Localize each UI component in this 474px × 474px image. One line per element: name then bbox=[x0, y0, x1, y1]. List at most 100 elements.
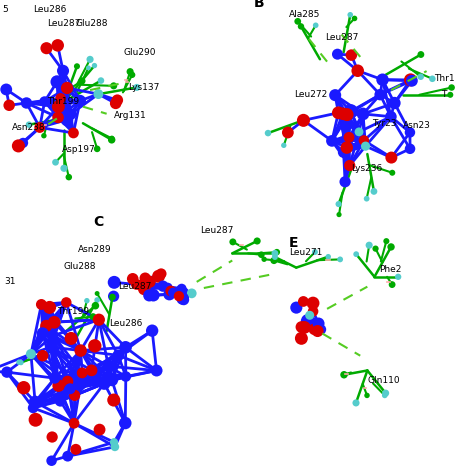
Point bbox=[110, 82, 118, 90]
Point bbox=[447, 91, 454, 99]
Point bbox=[122, 373, 129, 380]
Point bbox=[91, 62, 98, 69]
Point bbox=[108, 135, 116, 142]
Point bbox=[56, 397, 64, 405]
Text: Asn23: Asn23 bbox=[403, 121, 431, 130]
Point bbox=[359, 110, 367, 118]
Point bbox=[2, 86, 10, 93]
Text: Thr1: Thr1 bbox=[434, 73, 455, 82]
Point bbox=[408, 77, 416, 84]
Point bbox=[355, 128, 363, 136]
Point bbox=[72, 446, 80, 453]
Text: 5: 5 bbox=[2, 5, 8, 14]
Point bbox=[324, 253, 332, 261]
Point bbox=[264, 129, 272, 137]
Point bbox=[114, 96, 121, 104]
Point bbox=[115, 352, 122, 359]
Point bbox=[78, 369, 86, 377]
Point bbox=[343, 111, 351, 118]
Point bbox=[48, 457, 55, 465]
Point bbox=[143, 282, 151, 290]
Point bbox=[341, 178, 349, 186]
Point bbox=[179, 295, 186, 302]
Point bbox=[60, 164, 68, 172]
Point bbox=[347, 108, 355, 115]
Point bbox=[77, 347, 84, 355]
Point bbox=[57, 94, 64, 102]
Point bbox=[362, 142, 369, 150]
Point bbox=[47, 343, 55, 351]
Point bbox=[175, 292, 182, 300]
Point bbox=[346, 11, 354, 18]
Point bbox=[365, 241, 373, 249]
Point bbox=[59, 67, 67, 74]
Text: Leu286: Leu286 bbox=[33, 5, 66, 14]
Point bbox=[448, 84, 456, 91]
Point bbox=[370, 188, 378, 195]
Point bbox=[29, 404, 37, 412]
Point bbox=[67, 335, 75, 342]
Text: B: B bbox=[254, 0, 264, 10]
Point bbox=[253, 237, 261, 245]
Text: Leu272: Leu272 bbox=[294, 90, 327, 99]
Point bbox=[298, 335, 305, 342]
Point bbox=[165, 291, 173, 298]
Point bbox=[298, 323, 305, 331]
Point bbox=[5, 101, 13, 109]
Point bbox=[64, 452, 72, 460]
Text: Leu271: Leu271 bbox=[289, 248, 322, 257]
Point bbox=[50, 319, 58, 326]
Point bbox=[337, 255, 344, 263]
Point bbox=[417, 73, 425, 81]
Point bbox=[334, 50, 341, 58]
Point bbox=[50, 332, 57, 339]
Point bbox=[25, 121, 33, 128]
Point bbox=[39, 352, 46, 359]
Point bbox=[148, 327, 156, 335]
Text: Leu287: Leu287 bbox=[118, 282, 152, 291]
Point bbox=[71, 392, 79, 399]
Text: Asn238: Asn238 bbox=[12, 123, 46, 132]
Point bbox=[89, 313, 97, 320]
Point bbox=[133, 83, 141, 91]
Point bbox=[273, 248, 281, 256]
Point bbox=[93, 290, 101, 297]
Point bbox=[388, 154, 395, 161]
Point bbox=[141, 274, 149, 282]
Point bbox=[315, 320, 322, 328]
Text: Leu287: Leu287 bbox=[47, 19, 81, 28]
Point bbox=[108, 376, 116, 384]
Text: Lys137: Lys137 bbox=[128, 83, 159, 92]
Point bbox=[310, 326, 318, 333]
Point bbox=[387, 113, 395, 120]
Point bbox=[146, 278, 154, 285]
Text: Thr199: Thr199 bbox=[47, 97, 80, 106]
Point bbox=[52, 158, 59, 166]
Point bbox=[306, 311, 313, 319]
Point bbox=[108, 136, 116, 144]
Point bbox=[311, 248, 319, 256]
Point bbox=[360, 137, 368, 144]
Point bbox=[140, 285, 148, 293]
Point bbox=[129, 275, 137, 283]
Point bbox=[53, 318, 60, 326]
Point bbox=[345, 134, 353, 141]
Text: Arg131: Arg131 bbox=[114, 111, 146, 120]
Point bbox=[48, 433, 56, 441]
Point bbox=[39, 329, 46, 337]
Point bbox=[347, 51, 355, 59]
Point bbox=[54, 42, 62, 49]
Point bbox=[133, 281, 140, 288]
Point bbox=[88, 366, 95, 374]
Point bbox=[137, 282, 144, 289]
Point bbox=[379, 76, 386, 83]
Point bbox=[352, 399, 360, 407]
Point bbox=[304, 318, 312, 325]
Point bbox=[335, 211, 343, 219]
Point bbox=[95, 316, 103, 323]
Text: Leu287: Leu287 bbox=[200, 226, 234, 235]
Point bbox=[317, 326, 325, 333]
Point bbox=[110, 279, 118, 286]
Point bbox=[64, 378, 72, 385]
Point bbox=[55, 103, 62, 110]
